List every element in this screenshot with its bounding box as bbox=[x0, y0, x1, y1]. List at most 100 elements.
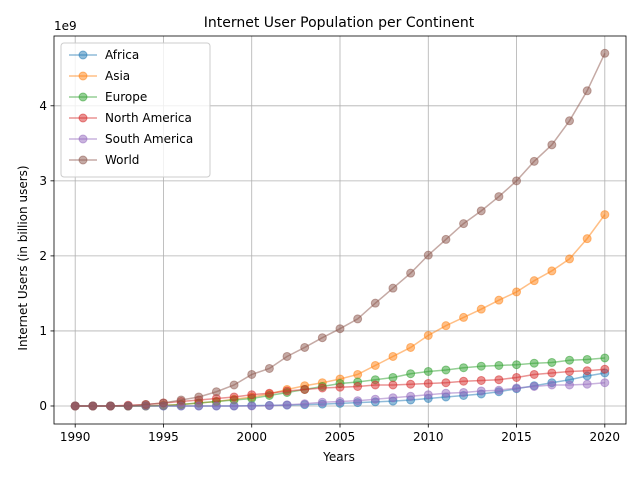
data-point bbox=[512, 383, 522, 393]
data-point bbox=[370, 360, 380, 370]
legend-label: Asia bbox=[105, 69, 130, 83]
x-tick-label: 2005 bbox=[325, 430, 356, 444]
legend-label: World bbox=[105, 153, 139, 167]
data-point bbox=[388, 380, 398, 390]
legend-marker bbox=[78, 134, 88, 144]
data-point bbox=[476, 375, 486, 385]
legend-label: North America bbox=[105, 111, 192, 125]
data-point bbox=[247, 369, 257, 379]
data-point bbox=[600, 364, 610, 374]
data-point bbox=[388, 351, 398, 361]
data-point bbox=[494, 295, 504, 305]
data-point bbox=[353, 381, 363, 391]
legend-box bbox=[60, 42, 211, 178]
data-point bbox=[141, 399, 151, 409]
legend-label: South America bbox=[105, 132, 193, 146]
legend-marker bbox=[78, 50, 88, 60]
data-point bbox=[282, 400, 292, 410]
data-point bbox=[264, 388, 274, 398]
data-point bbox=[353, 314, 363, 324]
legend-label: Europe bbox=[105, 90, 147, 104]
legend-item: Europe bbox=[69, 90, 147, 104]
legend-label: Africa bbox=[105, 48, 139, 62]
data-point bbox=[406, 268, 416, 278]
chart-title: Internet User Population per Continent bbox=[204, 15, 475, 31]
legend-marker bbox=[78, 92, 88, 102]
data-point bbox=[565, 366, 575, 376]
data-point bbox=[282, 386, 292, 396]
data-point bbox=[494, 192, 504, 202]
x-axis-title: Years bbox=[322, 450, 355, 464]
data-point bbox=[441, 365, 451, 375]
data-point bbox=[229, 392, 239, 402]
ticks: 1990 1995 2000 2005 2010 2015 2020 0 1 2 3 4 bbox=[39, 99, 620, 444]
data-point bbox=[406, 391, 416, 401]
data-point bbox=[247, 390, 257, 400]
data-point bbox=[423, 330, 433, 340]
legend: Africa Asia Europe North America South Ameri… bbox=[60, 42, 211, 178]
data-point bbox=[529, 276, 539, 286]
x-tick-label: 2000 bbox=[236, 430, 267, 444]
data-point bbox=[476, 386, 486, 396]
data-point bbox=[512, 176, 522, 186]
data-point bbox=[353, 369, 363, 379]
data-point bbox=[406, 342, 416, 352]
data-point bbox=[229, 401, 239, 411]
data-point bbox=[194, 401, 204, 411]
data-point bbox=[582, 354, 592, 364]
data-point bbox=[300, 399, 310, 409]
series-world bbox=[70, 48, 610, 411]
x-tick-label: 1990 bbox=[60, 430, 91, 444]
data-point bbox=[229, 380, 239, 390]
series-layer bbox=[70, 48, 610, 411]
legend-item: Africa bbox=[69, 48, 139, 62]
data-point bbox=[494, 375, 504, 385]
y-tick-label: 1 bbox=[39, 324, 47, 338]
data-point bbox=[441, 321, 451, 331]
data-point bbox=[300, 384, 310, 394]
data-point bbox=[547, 140, 557, 150]
legend-marker bbox=[78, 71, 88, 81]
data-point bbox=[459, 376, 469, 386]
data-point bbox=[529, 369, 539, 379]
data-point bbox=[317, 397, 327, 407]
data-point bbox=[459, 363, 469, 373]
data-point bbox=[600, 378, 610, 388]
data-point bbox=[547, 357, 557, 367]
data-point bbox=[335, 324, 345, 334]
data-point bbox=[370, 380, 380, 390]
data-point bbox=[476, 206, 486, 216]
data-point bbox=[423, 366, 433, 376]
data-point bbox=[582, 379, 592, 389]
data-point bbox=[264, 401, 274, 411]
legend-marker bbox=[78, 113, 88, 123]
data-point bbox=[441, 378, 451, 388]
x-tick-label: 2015 bbox=[501, 430, 532, 444]
data-point bbox=[459, 387, 469, 397]
data-point bbox=[282, 351, 292, 361]
data-point bbox=[582, 86, 592, 96]
legend-marker bbox=[78, 155, 88, 165]
data-point bbox=[565, 380, 575, 390]
data-point bbox=[547, 380, 557, 390]
data-point bbox=[494, 385, 504, 395]
data-point bbox=[582, 366, 592, 376]
data-point bbox=[423, 378, 433, 388]
data-point bbox=[476, 361, 486, 371]
data-point bbox=[247, 401, 257, 411]
data-point bbox=[547, 266, 557, 276]
data-point bbox=[388, 283, 398, 293]
data-point bbox=[264, 363, 274, 373]
data-point bbox=[441, 234, 451, 244]
data-point bbox=[600, 353, 610, 363]
data-point bbox=[529, 381, 539, 391]
data-point bbox=[88, 401, 98, 411]
data-point bbox=[423, 250, 433, 260]
data-point bbox=[300, 342, 310, 352]
data-point bbox=[194, 392, 204, 402]
data-point bbox=[70, 401, 80, 411]
data-point bbox=[441, 388, 451, 398]
data-point bbox=[600, 48, 610, 58]
data-point bbox=[176, 395, 186, 405]
